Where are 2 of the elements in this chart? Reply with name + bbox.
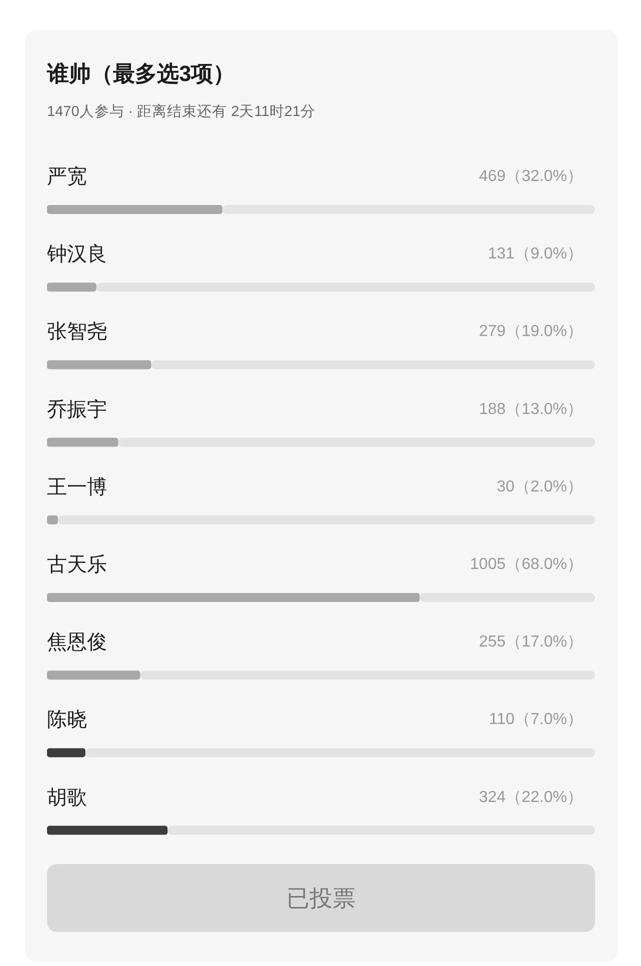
subtitle: 1470人参与 · 距离结束还有 2天11时21分 [47, 104, 316, 120]
title: 谁帅（最多选3项） [47, 61, 236, 86]
